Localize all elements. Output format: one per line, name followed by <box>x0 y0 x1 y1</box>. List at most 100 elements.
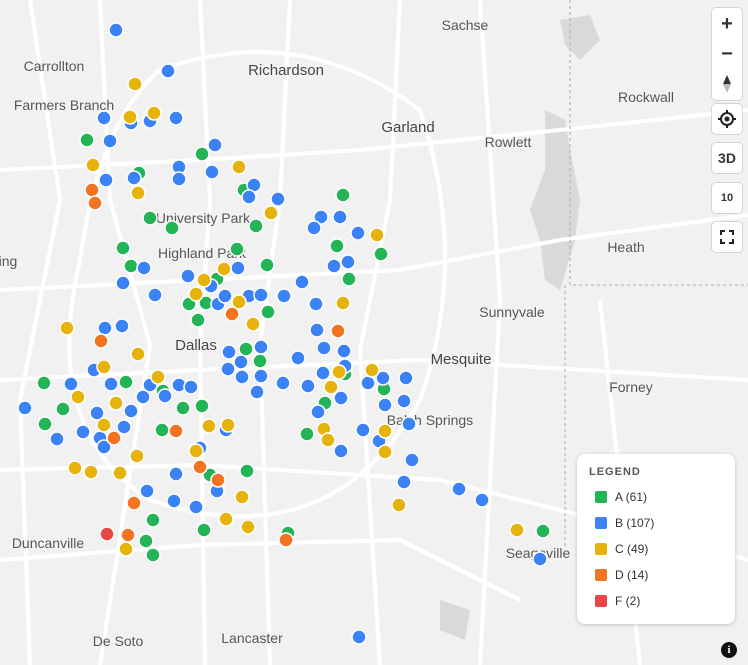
map-marker[interactable] <box>535 523 551 539</box>
count-button[interactable]: 10 <box>712 183 742 213</box>
compass[interactable] <box>712 69 742 99</box>
map-marker[interactable] <box>451 481 467 497</box>
map-marker[interactable] <box>375 370 391 386</box>
map-marker[interactable] <box>89 405 105 421</box>
map-marker[interactable] <box>37 416 53 432</box>
map-marker[interactable] <box>98 172 114 188</box>
map-marker[interactable] <box>221 344 237 360</box>
map-marker[interactable] <box>120 527 136 543</box>
map-marker[interactable] <box>171 171 187 187</box>
map-marker[interactable] <box>391 497 407 513</box>
map-marker[interactable] <box>309 322 325 338</box>
map-marker[interactable] <box>96 439 112 455</box>
map-marker[interactable] <box>108 395 124 411</box>
map-marker[interactable] <box>192 459 208 475</box>
map-marker[interactable] <box>87 195 103 211</box>
map-marker[interactable] <box>160 63 176 79</box>
fullscreen-button[interactable] <box>712 222 742 252</box>
map-marker[interactable] <box>118 374 134 390</box>
3d-button[interactable]: 3D <box>712 143 742 173</box>
map-marker[interactable] <box>196 522 212 538</box>
map-marker[interactable] <box>194 146 210 162</box>
map-marker[interactable] <box>126 170 142 186</box>
map-marker[interactable] <box>146 105 162 121</box>
map-marker[interactable] <box>333 443 349 459</box>
map-marker[interactable] <box>147 287 163 303</box>
map-marker[interactable] <box>188 499 204 515</box>
map-marker[interactable] <box>103 376 119 392</box>
map-marker[interactable] <box>84 182 100 198</box>
map-marker[interactable] <box>218 511 234 527</box>
map-marker[interactable] <box>188 443 204 459</box>
map-marker[interactable] <box>97 320 113 336</box>
map-marker[interactable] <box>335 187 351 203</box>
map-marker[interactable] <box>323 379 339 395</box>
map-marker[interactable] <box>332 209 348 225</box>
map-marker[interactable] <box>369 227 385 243</box>
map-marker[interactable] <box>123 258 139 274</box>
map-marker[interactable] <box>49 431 65 447</box>
map-marker[interactable] <box>190 312 206 328</box>
map-marker[interactable] <box>276 288 292 304</box>
map-marker[interactable] <box>130 346 146 362</box>
map-marker[interactable] <box>313 209 329 225</box>
map-marker[interactable] <box>70 389 86 405</box>
map-marker[interactable] <box>220 417 236 433</box>
map-marker[interactable] <box>259 257 275 273</box>
map-marker[interactable] <box>220 361 236 377</box>
map-marker[interactable] <box>341 271 357 287</box>
map-marker[interactable] <box>183 379 199 395</box>
map-marker[interactable] <box>204 164 220 180</box>
locate-button[interactable] <box>712 104 742 134</box>
map-marker[interactable] <box>129 448 145 464</box>
map-marker[interactable] <box>306 220 322 236</box>
map-marker[interactable] <box>112 465 128 481</box>
map-marker[interactable] <box>115 275 131 291</box>
map-marker[interactable] <box>207 137 223 153</box>
map-marker[interactable] <box>122 109 138 125</box>
map-marker[interactable] <box>216 261 232 277</box>
map-marker[interactable] <box>241 189 257 205</box>
map-marker[interactable] <box>115 240 131 256</box>
map-marker[interactable] <box>270 191 286 207</box>
map-marker[interactable] <box>335 295 351 311</box>
map-marker[interactable] <box>102 133 118 149</box>
map-marker[interactable] <box>336 343 352 359</box>
map-marker[interactable] <box>396 393 412 409</box>
map-marker[interactable] <box>233 354 249 370</box>
map-marker[interactable] <box>17 400 33 416</box>
map-marker[interactable] <box>210 472 226 488</box>
map-marker[interactable] <box>509 522 525 538</box>
map-marker[interactable] <box>116 419 132 435</box>
map-marker[interactable] <box>96 417 112 433</box>
map-marker[interactable] <box>239 463 255 479</box>
map-marker[interactable] <box>175 400 191 416</box>
map-marker[interactable] <box>404 452 420 468</box>
map-marker[interactable] <box>290 350 306 366</box>
map-marker[interactable] <box>377 397 393 413</box>
map-marker[interactable] <box>364 362 380 378</box>
map-marker[interactable] <box>234 369 250 385</box>
zoom-out[interactable]: − <box>721 42 733 65</box>
map-marker[interactable] <box>138 533 154 549</box>
map-marker[interactable] <box>263 205 279 221</box>
map-marker[interactable] <box>326 258 342 274</box>
map-marker[interactable] <box>310 404 326 420</box>
map-marker[interactable] <box>333 390 349 406</box>
map-marker[interactable] <box>238 341 254 357</box>
zoom-in[interactable]: + <box>721 12 733 35</box>
map-marker[interactable] <box>83 464 99 480</box>
map-marker[interactable] <box>96 110 112 126</box>
map-marker[interactable] <box>377 423 393 439</box>
map-marker[interactable] <box>252 353 268 369</box>
map-marker[interactable] <box>396 474 412 490</box>
map-marker[interactable] <box>373 246 389 262</box>
map-marker[interactable] <box>350 225 366 241</box>
map-marker[interactable] <box>164 220 180 236</box>
map-marker[interactable] <box>532 551 548 567</box>
map-marker[interactable] <box>127 76 143 92</box>
map-marker[interactable] <box>130 185 146 201</box>
map-marker[interactable] <box>157 388 173 404</box>
map-marker[interactable] <box>240 519 256 535</box>
map-marker[interactable] <box>316 340 332 356</box>
